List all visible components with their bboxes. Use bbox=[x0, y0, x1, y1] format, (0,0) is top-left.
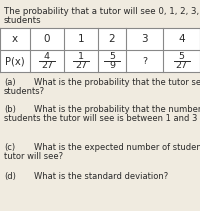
Text: 0: 0 bbox=[44, 34, 50, 44]
Text: 3: 3 bbox=[141, 34, 148, 44]
Text: 27: 27 bbox=[75, 61, 87, 70]
Text: 1: 1 bbox=[78, 34, 84, 44]
Text: 4: 4 bbox=[44, 52, 50, 61]
Text: x: x bbox=[12, 34, 18, 44]
Text: 1: 1 bbox=[78, 52, 84, 61]
Text: 2: 2 bbox=[109, 34, 115, 44]
Text: tutor will see?: tutor will see? bbox=[4, 152, 63, 161]
Text: 9: 9 bbox=[109, 61, 115, 70]
Text: ?: ? bbox=[142, 57, 147, 65]
Text: 5: 5 bbox=[179, 52, 184, 61]
Text: What is the probability that the number of: What is the probability that the number … bbox=[34, 105, 200, 114]
Text: (a): (a) bbox=[4, 78, 16, 87]
Text: (c): (c) bbox=[4, 143, 15, 152]
Text: What is the standard deviation?: What is the standard deviation? bbox=[34, 172, 168, 181]
Text: (d): (d) bbox=[4, 172, 16, 181]
FancyBboxPatch shape bbox=[0, 28, 200, 72]
Text: students: students bbox=[4, 16, 42, 25]
Text: 5: 5 bbox=[109, 52, 115, 61]
Text: (b): (b) bbox=[4, 105, 16, 114]
Text: The probability that a tutor will see 0, 1, 2, 3, or 4: The probability that a tutor will see 0,… bbox=[4, 7, 200, 16]
Text: 27: 27 bbox=[41, 61, 53, 70]
Text: What is the probability that the tutor see 3: What is the probability that the tutor s… bbox=[34, 78, 200, 87]
Text: P(x): P(x) bbox=[5, 56, 25, 66]
Text: students the tutor will see is between 1 and 3 inclusive?: students the tutor will see is between 1… bbox=[4, 114, 200, 123]
Text: 27: 27 bbox=[176, 61, 188, 70]
Text: 4: 4 bbox=[178, 34, 185, 44]
Text: students?: students? bbox=[4, 87, 45, 96]
Text: What is the expected number of students that the: What is the expected number of students … bbox=[34, 143, 200, 152]
